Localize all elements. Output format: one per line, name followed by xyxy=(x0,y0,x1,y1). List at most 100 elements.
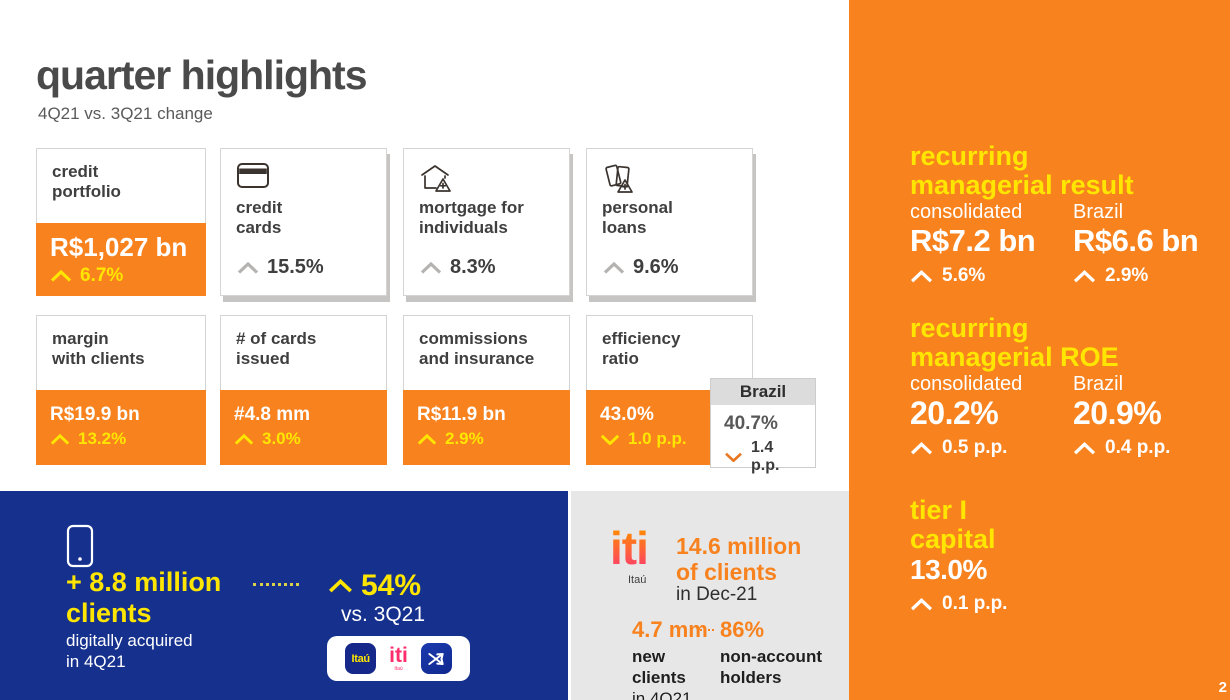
card-title: mortgage for individuals xyxy=(419,198,524,237)
up-caret-icon xyxy=(910,597,933,610)
iti-non-account-stat: 86% non-account holders xyxy=(720,617,822,688)
up-caret-icon xyxy=(910,441,933,454)
column-value: 13.0% xyxy=(910,554,987,585)
column-delta: 5.6% xyxy=(910,265,1073,287)
up-caret-icon xyxy=(50,433,70,445)
card-delta: 3.0% xyxy=(234,429,373,449)
page-number: 2 xyxy=(1218,679,1227,696)
dotted-connector xyxy=(253,583,299,586)
card-delta: 13.2% xyxy=(50,429,192,449)
column-brazil: Brazil 20.9% 0.4 p.p. xyxy=(1073,372,1230,459)
card-title: credit portfolio xyxy=(52,162,121,201)
stat-value: 4.7 mm xyxy=(632,617,708,642)
up-caret-icon xyxy=(603,261,625,274)
column-brazil: Brazil R$6.6 bn 2.9% xyxy=(1073,200,1230,287)
up-caret-icon xyxy=(417,433,437,445)
card-value: 43.0% xyxy=(600,404,654,425)
column-delta: 0.4 p.p. xyxy=(1073,437,1230,459)
personal-loans-icon xyxy=(602,162,737,193)
digital-clients-headline: + 8.8 million clients xyxy=(66,567,222,628)
column-value: R$7.2 bn xyxy=(910,223,1036,258)
iti-logo-caption: Itaú xyxy=(628,574,647,586)
iti-headline: 14.6 million of clients xyxy=(676,533,802,585)
digital-clients-delta: 54% xyxy=(328,569,421,603)
iti-headline-caption: in Dec-21 xyxy=(676,584,758,605)
card-commissions-insurance: commissions and insurance R$11.9 bn 2.9% xyxy=(403,315,570,465)
section-title: recurring managerial ROE xyxy=(910,313,1119,372)
ion-app-icon xyxy=(420,643,452,674)
card-delta: 1.0 p.p. xyxy=(600,429,739,449)
up-caret-icon xyxy=(234,433,254,445)
smartphone-icon xyxy=(66,524,94,573)
card-delta: 15.5% xyxy=(237,256,324,279)
up-caret-icon xyxy=(1073,441,1096,454)
column-value: R$6.6 bn xyxy=(1073,223,1199,258)
up-caret-icon xyxy=(50,270,72,282)
brazil-box-delta: 1.4 p.p. xyxy=(724,439,802,475)
column-label: consolidated xyxy=(910,373,1023,395)
brazil-box-header: Brazil xyxy=(711,379,815,405)
card-title: commissions and insurance xyxy=(419,329,535,368)
app-logos-pill: Itaú iti Itaú xyxy=(327,636,470,681)
column-value: 20.2% xyxy=(910,395,999,431)
down-caret-icon xyxy=(725,452,742,462)
card-title: # of cards issued xyxy=(236,329,317,368)
card-personal-loans: personal loans 9.6% xyxy=(586,148,753,296)
up-caret-icon xyxy=(1073,269,1096,282)
card-margin-with-clients: margin with clients R$19.9 bn 13.2% xyxy=(36,315,206,465)
stat-value: 86% xyxy=(720,617,765,642)
section-tier1-capital: tier I capital 13.0% 0.1 p.p. xyxy=(910,496,1007,615)
section-managerial-result: recurring managerial result consolidated… xyxy=(910,142,1230,287)
card-delta: 2.9% xyxy=(417,429,556,449)
page-subtitle: 4Q21 vs. 3Q21 change xyxy=(38,104,213,123)
up-caret-icon xyxy=(420,261,442,274)
dotted-connector xyxy=(697,629,714,631)
section-managerial-roe: recurring managerial ROE consolidated 20… xyxy=(910,314,1230,459)
column-label: Brazil xyxy=(1073,373,1124,395)
stat-caption: in 4Q21 xyxy=(632,689,692,700)
digital-clients-description: digitally acquired in 4Q21 xyxy=(66,631,193,671)
card-cards-issued: # of cards issued #4.8 mm 3.0% xyxy=(220,315,387,465)
card-delta: 6.7% xyxy=(50,265,192,287)
card-delta: 9.6% xyxy=(603,256,679,279)
section-title: recurring managerial result xyxy=(910,141,1134,200)
column-label: Brazil xyxy=(1073,201,1124,223)
card-title: margin with clients xyxy=(52,329,145,368)
column-consolidated: consolidated R$7.2 bn 5.6% xyxy=(910,200,1073,287)
card-credit-portfolio: credit portfolio R$1,027 bn 6.7% xyxy=(36,148,206,296)
card-mortgage: mortgage for individuals 8.3% xyxy=(403,148,570,296)
card-value: R$19.9 bn xyxy=(50,404,140,425)
up-caret-icon xyxy=(237,261,259,274)
iti-panel: iti Itaú 14.6 million of clients in Dec-… xyxy=(571,491,849,700)
brazil-box-value: 40.7% xyxy=(724,413,778,434)
card-value: R$11.9 bn xyxy=(417,404,506,425)
digital-clients-panel: + 8.8 million clients digitally acquired… xyxy=(0,491,568,700)
page-title: quarter highlights xyxy=(36,52,367,98)
card-value: #4.8 mm xyxy=(234,404,311,425)
up-caret-icon xyxy=(329,579,352,593)
card-title: personal loans xyxy=(602,198,673,237)
column-delta: 2.9% xyxy=(1073,265,1230,287)
card-value: R$1,027 bn xyxy=(50,232,188,262)
down-caret-icon xyxy=(600,434,620,445)
card-title: efficiency ratio xyxy=(602,329,681,368)
results-panel: recurring managerial result consolidated… xyxy=(849,0,1230,700)
digital-clients-delta-caption: vs. 3Q21 xyxy=(341,603,426,626)
card-delta: 8.3% xyxy=(420,256,496,279)
iti-new-clients-stat: 4.7 mm new clients in 4Q21 xyxy=(632,617,708,700)
column-delta: 0.1 p.p. xyxy=(910,593,1007,615)
section-title: tier I capital xyxy=(910,495,996,554)
itau-app-icon: Itaú xyxy=(345,643,377,674)
column-label: consolidated xyxy=(910,201,1023,223)
stat-label: new clients xyxy=(632,647,686,687)
up-caret-icon xyxy=(910,269,933,282)
column-consolidated: consolidated 20.2% 0.5 p.p. xyxy=(910,372,1073,459)
mortgage-house-icon xyxy=(419,162,554,192)
iti-app-icon: iti Itaú xyxy=(389,644,408,672)
card-credit-cards: credit cards 15.5% xyxy=(220,148,387,296)
card-title: credit cards xyxy=(236,198,283,237)
brazil-efficiency-box: Brazil 40.7% 1.4 p.p. xyxy=(710,378,816,474)
iti-logo: iti xyxy=(610,522,649,574)
credit-card-icon xyxy=(236,162,371,192)
